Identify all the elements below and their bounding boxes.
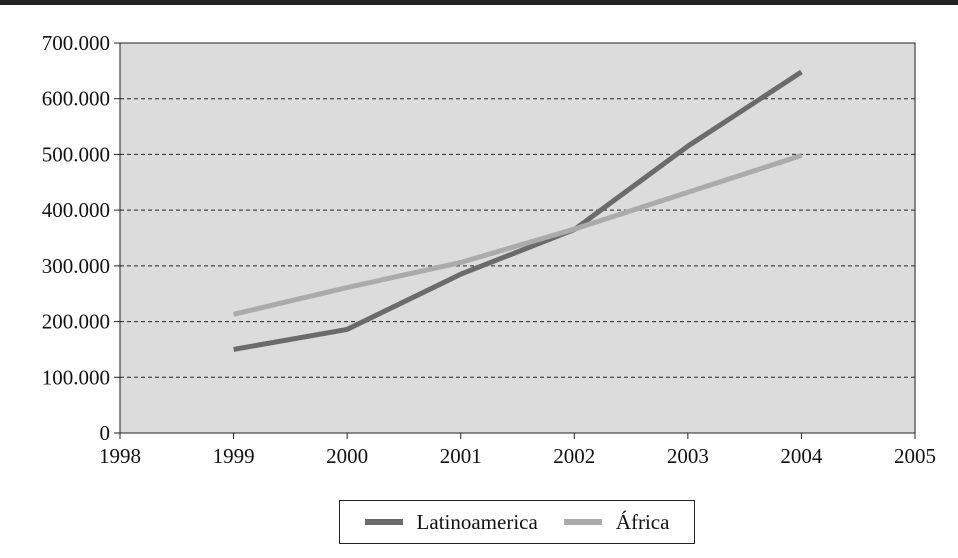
series-line-latinoamerica [233,69,803,352]
legend: Latinoamerica África [339,500,695,544]
x-tick-label: 2000 [326,444,368,468]
top-rule [0,0,958,5]
plot-area [120,43,915,433]
x-tick-label: 2001 [440,444,482,468]
x-tick-label: 2005 [894,444,936,468]
y-tick-label: 100.000 [42,365,110,389]
y-tick-label: 0 [100,421,111,445]
y-tick-label: 500.000 [42,142,110,166]
legend-label-africa: África [615,509,670,534]
y-tick-label: 300.000 [42,254,110,278]
legend-swatch-latinoamerica [364,519,403,525]
line-chart: 0 100.000 200.000 300.000 400.000 500.000 600.… [42,31,936,468]
legend-item-latinoamerica: Latinoamerica [364,509,538,535]
x-tick-label: 1999 [213,444,255,468]
legend-label-latinoamerica: Latinoamerica [416,509,538,534]
series-line-africa [233,153,803,317]
x-tick-label: 1998 [99,444,141,468]
x-tick-label: 2003 [667,444,709,468]
plot-border [119,42,916,434]
y-tick-label: 700.000 [42,31,110,55]
x-tick-label: 2004 [780,444,823,468]
legend-swatch-africa [563,519,602,525]
legend-item-africa: África [563,509,670,535]
y-tick-label: 200.000 [42,310,110,334]
y-tick-label: 400.000 [42,198,110,222]
x-tick-label: 2002 [553,444,595,468]
y-tick-label: 600.000 [42,87,110,111]
